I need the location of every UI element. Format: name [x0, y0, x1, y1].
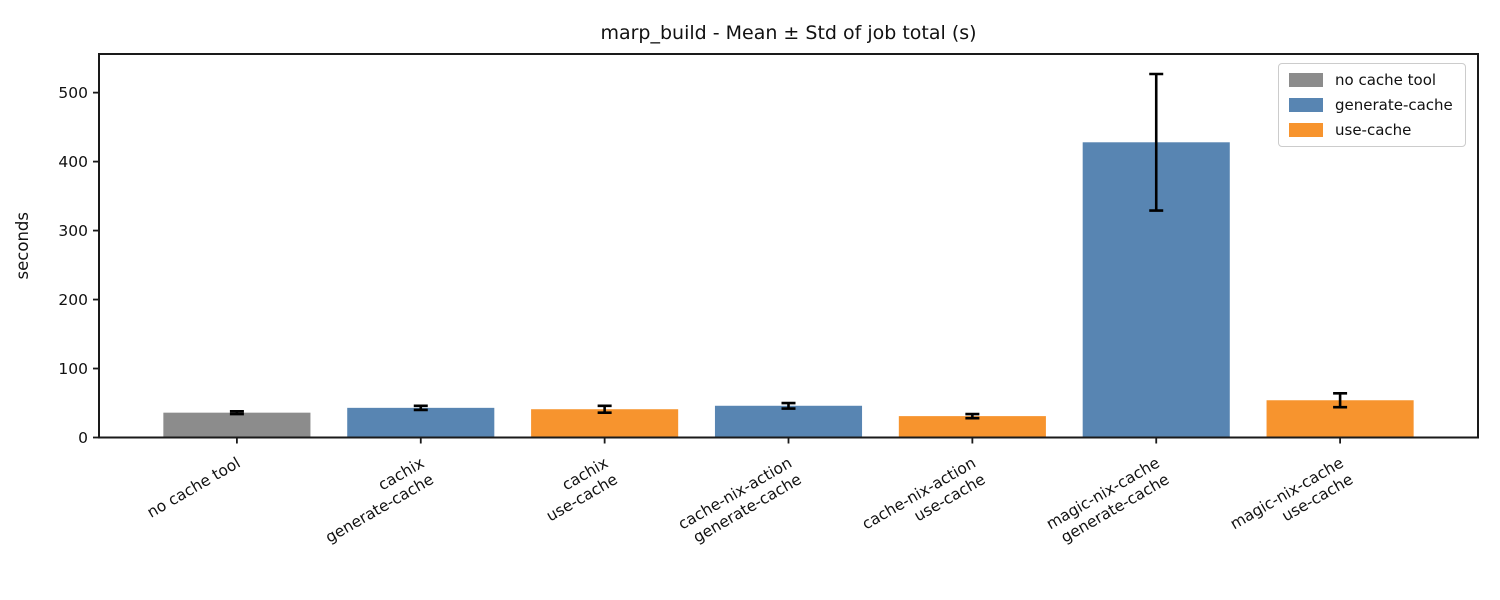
y-tick-label: 300 — [58, 222, 88, 240]
axes-frame — [98, 53, 1479, 439]
bar-cachix-generate-cache — [347, 407, 495, 438]
legend-label: no cache tool — [1335, 71, 1437, 89]
y-tick-label: 400 — [58, 153, 88, 171]
error-bar-magic-nix-cache-use-cache — [1333, 392, 1348, 409]
y-tick-label: 0 — [78, 429, 88, 447]
y-tick-label: 100 — [58, 360, 88, 378]
y-tick-label: 200 — [58, 291, 88, 309]
legend-item: generate-cache — [1289, 96, 1453, 114]
error-bar-magic-nix-cache-generate-cache — [1149, 72, 1164, 212]
legend-item: no cache tool — [1289, 71, 1453, 89]
error-bar-cachix-use-cache — [597, 404, 612, 414]
legend-item: use-cache — [1289, 121, 1453, 139]
bar-cache-nix-action-generate-cache — [714, 405, 863, 438]
legend-swatch-no-cache-tool — [1289, 73, 1323, 87]
bar-cache-nix-action-use-cache — [898, 416, 1046, 438]
bar-no cache tool — [163, 412, 311, 438]
legend-swatch-generate-cache — [1289, 98, 1323, 112]
x-tick-label-no cache tool: no cache tool — [144, 454, 243, 522]
chart-title: marp_build - Mean ± Std of job total (s) — [600, 22, 977, 44]
legend-label: use-cache — [1335, 121, 1412, 139]
legend-label: generate-cache — [1335, 96, 1453, 114]
y-tick-label: 500 — [58, 84, 88, 102]
legend-swatch-use-cache — [1289, 123, 1323, 137]
y-axis-label: seconds — [13, 212, 32, 279]
error-bar-cache-nix-action-use-cache — [965, 412, 980, 420]
error-bar-cachix-generate-cache — [413, 404, 428, 412]
x-tick-label-line: no cache tool — [144, 454, 243, 522]
legend: no cache tool generate-cache use-cache — [1278, 63, 1466, 147]
error-bar-no cache tool — [229, 409, 244, 416]
error-bar-cache-nix-action-generate-cache — [781, 401, 796, 410]
